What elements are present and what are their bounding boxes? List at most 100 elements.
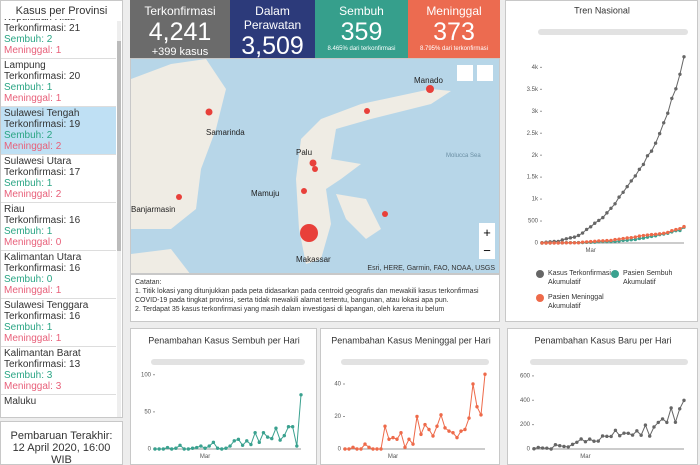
zoom-in[interactable]: + [483, 225, 491, 240]
point [674, 227, 678, 232]
point [286, 425, 291, 429]
point [657, 131, 662, 136]
legend-label: Pasien Sembuh Akumulatif [623, 270, 673, 286]
y-tick-label: 500 [528, 219, 539, 225]
point [605, 211, 609, 215]
point [236, 437, 241, 442]
point [649, 149, 654, 153]
legend-label: Kasus Terkonfirmasi Akumulatif [548, 270, 611, 286]
y-tick-label: 200 [520, 422, 531, 428]
confirmed: Terkonfirmasi: 13 [4, 359, 81, 370]
confirmed: Terkonfirmasi: 17 [4, 167, 81, 178]
point [652, 425, 656, 429]
range-slider [538, 29, 688, 35]
y-tick-label: 4k [532, 65, 539, 71]
point [601, 239, 605, 243]
point [532, 447, 536, 451]
place-label: Mamuju [251, 189, 279, 198]
point [351, 445, 355, 450]
y-tick-label: 0 [527, 447, 531, 453]
point [190, 446, 195, 450]
point [359, 447, 363, 451]
point [670, 229, 674, 233]
point [443, 426, 447, 430]
recovered: Sembuh: 2 [4, 34, 53, 45]
home-button[interactable] [457, 65, 473, 81]
chart-title: Penambahan Kasus Meninggal per Hari [331, 335, 491, 345]
point [609, 206, 613, 211]
recovered: Sembuh: 1 [4, 322, 53, 333]
point [662, 231, 666, 235]
point [355, 447, 359, 451]
deaths: Meninggal: 0 [4, 237, 62, 248]
update-panel: Pembaruan Terakhir: 12 April 2020, 16:00… [0, 421, 123, 465]
province-item[interactable]: Riau Terkonfirmasi: 16 Sembuh: 1 Meninggal:… [1, 203, 116, 251]
point [613, 428, 618, 433]
point [451, 431, 455, 435]
province-item[interactable]: Sulawesi Utara Terkonfirmasi: 17 Sembuh: 1… [1, 155, 116, 203]
point [617, 237, 621, 241]
point [274, 426, 278, 430]
point [299, 393, 303, 397]
point [682, 224, 686, 229]
point [641, 233, 646, 238]
zoom-out[interactable]: − [483, 243, 491, 258]
y-tick-label: 100 [141, 372, 152, 378]
point [463, 427, 467, 432]
province-item[interactable]: Kalimantan Barat Terkonfirmasi: 13 Sembuh:… [1, 347, 116, 395]
point [637, 236, 642, 241]
point [161, 447, 166, 451]
point [290, 425, 295, 429]
point [375, 447, 379, 451]
confirmed: Terkonfirmasi: 16 [4, 215, 81, 226]
point [609, 238, 613, 243]
province-item[interactable]: Sulawesi Tenggara Terkonfirmasi: 16 Sembuh… [1, 299, 116, 347]
confirmed: Terkonfirmasi: 20 [4, 71, 81, 82]
point [174, 446, 178, 450]
point [169, 447, 174, 451]
point [593, 221, 597, 225]
province-item[interactable]: Lampung Terkonfirmasi: 20 Sembuh: 1 Meningg… [1, 59, 116, 107]
province-item[interactable]: Maluku [1, 395, 116, 417]
panel-title: Kasus per Provinsi [15, 5, 108, 17]
point [666, 111, 670, 115]
point [572, 241, 577, 245]
point [157, 447, 161, 451]
point [605, 238, 609, 243]
x-tick-label: Mar [200, 454, 210, 460]
point [399, 431, 403, 435]
province-item[interactable]: Kalimantan Utara Terkonfirmasi: 16 Sembuh:… [1, 251, 116, 299]
y-tick-label: 3k [532, 109, 539, 115]
chart-title: Tren Nasional [574, 5, 630, 15]
point [224, 446, 228, 450]
chart-title: Penambahan Kasus Sembuh per Hari [148, 335, 300, 345]
point [253, 430, 257, 435]
point [178, 443, 182, 447]
stat-sub: 8.465% dari terkonfirmasi [327, 46, 396, 52]
place-label: Samarinda [206, 128, 245, 137]
point [588, 239, 593, 244]
trend-panel: Tren Nasional 0 500 1k 1.5k 2k 2.5k 3k 3.5k 4k Mar… [505, 0, 698, 322]
point [245, 439, 249, 443]
point [583, 439, 588, 444]
stat-label: Sembuh [339, 4, 384, 18]
line [541, 56, 685, 244]
zoom-buttons[interactable] [479, 223, 495, 259]
point [540, 241, 544, 245]
deaths: Meninggal: 3 [4, 381, 62, 392]
point [622, 431, 626, 435]
point [556, 241, 560, 245]
point [600, 434, 605, 438]
chart-title: Penambahan Kasus Baru per Hari [534, 335, 671, 345]
point [626, 431, 630, 435]
province-item[interactable]: Sulawesi Tengah Terkonfirmasi: 19 Sembuh: … [1, 107, 116, 155]
place-label: Manado [414, 76, 443, 85]
point [282, 433, 287, 438]
layers-button[interactable] [477, 65, 493, 81]
point [617, 195, 621, 199]
recovered: Sembuh: 1 [4, 82, 53, 93]
